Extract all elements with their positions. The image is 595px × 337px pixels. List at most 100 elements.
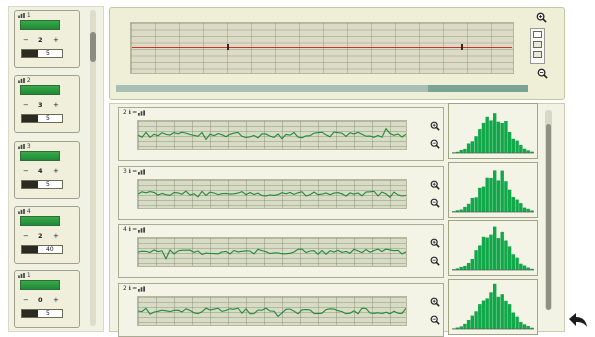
selector-swatch xyxy=(22,50,38,57)
waveform-settings-icon[interactable]: ℹ ═ xyxy=(128,168,137,175)
tool-option[interactable] xyxy=(533,41,542,48)
channel-stepper: − 2 + xyxy=(21,36,61,45)
histogram-bar xyxy=(466,320,471,329)
waveform-settings-icon[interactable]: ℹ ═ xyxy=(128,285,137,292)
histogram-bar xyxy=(504,121,508,153)
waveform-plot[interactable] xyxy=(137,296,407,326)
histogram-bar xyxy=(455,327,460,329)
magnifier-minus-icon[interactable] xyxy=(430,315,440,325)
channel-number: 1 xyxy=(26,272,31,279)
magnifier-minus-icon[interactable] xyxy=(430,139,440,149)
waveform-label: 3 ℹ ═ xyxy=(123,168,146,175)
histogram-panel xyxy=(448,279,538,335)
trace-line xyxy=(138,190,406,199)
bar-chart-icon xyxy=(138,109,146,116)
tool-option[interactable] xyxy=(533,31,542,38)
increment-button[interactable]: + xyxy=(53,101,59,109)
magnifier-minus-icon[interactable] xyxy=(430,256,440,266)
histogram-bar xyxy=(493,283,497,329)
channel-selector[interactable]: 40 xyxy=(21,245,63,254)
channel-card: 3 − 4 + 5 xyxy=(14,141,80,199)
histogram-bar xyxy=(530,210,534,212)
waveform-settings-icon[interactable]: ℹ ═ xyxy=(128,109,137,116)
magnifier-plus-icon[interactable] xyxy=(430,297,440,307)
decrement-button[interactable]: − xyxy=(23,296,29,304)
overview-timeline[interactable] xyxy=(116,85,528,92)
increment-button[interactable]: + xyxy=(53,167,59,175)
channel-scrollbar[interactable] xyxy=(90,10,96,326)
channel-selector[interactable]: 5 xyxy=(21,49,63,58)
channel-header: 1 xyxy=(18,12,31,19)
histogram-bar xyxy=(459,150,463,153)
channel-selector[interactable]: 5 xyxy=(21,180,63,189)
increment-button[interactable]: + xyxy=(53,36,59,44)
histogram-bar xyxy=(489,292,493,329)
histogram-bar xyxy=(489,120,493,153)
channel-scrollbar-thumb[interactable] xyxy=(90,32,96,62)
histogram-bar xyxy=(466,143,471,153)
magnifier-minus-icon[interactable] xyxy=(430,198,440,208)
magnifier-plus-icon[interactable] xyxy=(536,12,547,23)
selector-value: 5 xyxy=(46,181,50,188)
bar-chart-icon xyxy=(18,13,25,18)
waveform-scrollbar-thumb[interactable] xyxy=(546,124,551,310)
decrement-button[interactable]: − xyxy=(23,101,29,109)
histogram-bar xyxy=(515,199,519,212)
waveform-plot[interactable] xyxy=(137,179,407,209)
decrement-button[interactable]: − xyxy=(23,167,29,175)
bar-chart-icon xyxy=(138,226,146,233)
histogram-bar xyxy=(511,138,515,153)
magnifier-plus-icon[interactable] xyxy=(430,121,440,131)
channel-stepper: − 2 + xyxy=(21,232,61,241)
overview-plot[interactable] xyxy=(130,22,514,74)
overview-cursor[interactable] xyxy=(227,44,229,50)
decrement-button[interactable]: − xyxy=(23,232,29,240)
histogram-bar xyxy=(474,136,478,153)
channel-selector[interactable]: 5 xyxy=(21,114,63,123)
histogram-bar xyxy=(481,122,486,153)
histogram-bar xyxy=(511,312,515,329)
trace-line xyxy=(138,307,406,318)
histogram-bar xyxy=(474,250,478,270)
histogram-bar xyxy=(515,140,519,153)
decrement-button[interactable]: − xyxy=(23,36,29,44)
back-arrow-icon[interactable] xyxy=(567,310,589,330)
magnifier-plus-icon[interactable] xyxy=(430,238,440,248)
magnifier-plus-icon[interactable] xyxy=(430,180,440,190)
histogram-bar xyxy=(466,263,471,270)
histogram-bar xyxy=(500,231,504,270)
histogram-bar xyxy=(530,327,534,329)
channel-level-bar[interactable] xyxy=(20,216,60,226)
tool-option[interactable] xyxy=(533,51,542,58)
histogram-bar xyxy=(522,324,527,329)
waveform-plot[interactable] xyxy=(137,120,407,150)
histogram-bar xyxy=(481,300,486,329)
channel-card: 1 − 2 + 5 xyxy=(14,10,80,68)
channel-level-bar[interactable] xyxy=(20,151,60,161)
waveform-plot[interactable] xyxy=(137,237,407,267)
increment-button[interactable]: + xyxy=(53,232,59,240)
waveform-number: 2 xyxy=(123,109,127,116)
channel-selector[interactable]: 5 xyxy=(21,309,63,318)
histogram-bar xyxy=(511,197,515,212)
histogram-bar xyxy=(522,148,527,153)
histogram-bar xyxy=(463,206,467,212)
histogram-bar xyxy=(526,150,530,153)
trace-line xyxy=(138,127,406,141)
histogram-bar xyxy=(496,238,501,270)
waveform-trace xyxy=(138,307,406,318)
histogram-bar xyxy=(481,186,486,212)
channel-level-bar[interactable] xyxy=(20,85,60,95)
histogram-bar xyxy=(530,151,534,153)
histogram-bar xyxy=(459,209,463,212)
waveform-row: 2 ℹ ═ xyxy=(118,107,444,161)
waveform-settings-icon[interactable]: ℹ ═ xyxy=(128,226,137,233)
increment-button[interactable]: + xyxy=(53,296,59,304)
overview-timeline-window[interactable] xyxy=(428,85,528,92)
channel-level-bar[interactable] xyxy=(20,280,60,290)
magnifier-minus-icon[interactable] xyxy=(537,68,548,79)
overview-cursor[interactable] xyxy=(461,44,463,50)
channel-header: 2 xyxy=(18,77,31,84)
histogram-bar xyxy=(463,323,467,329)
channel-level-bar[interactable] xyxy=(20,20,60,30)
